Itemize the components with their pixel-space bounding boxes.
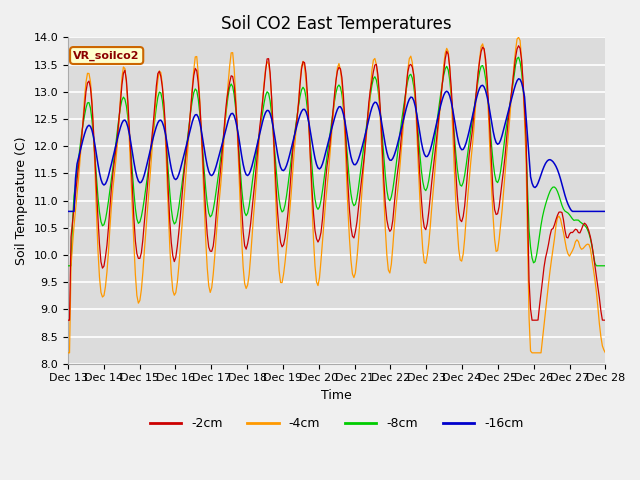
Y-axis label: Soil Temperature (C): Soil Temperature (C) [15, 136, 28, 265]
Text: VR_soilco2: VR_soilco2 [74, 50, 140, 60]
X-axis label: Time: Time [321, 389, 352, 402]
Legend: -2cm, -4cm, -8cm, -16cm: -2cm, -4cm, -8cm, -16cm [145, 412, 529, 435]
Title: Soil CO2 East Temperatures: Soil CO2 East Temperatures [221, 15, 452, 33]
